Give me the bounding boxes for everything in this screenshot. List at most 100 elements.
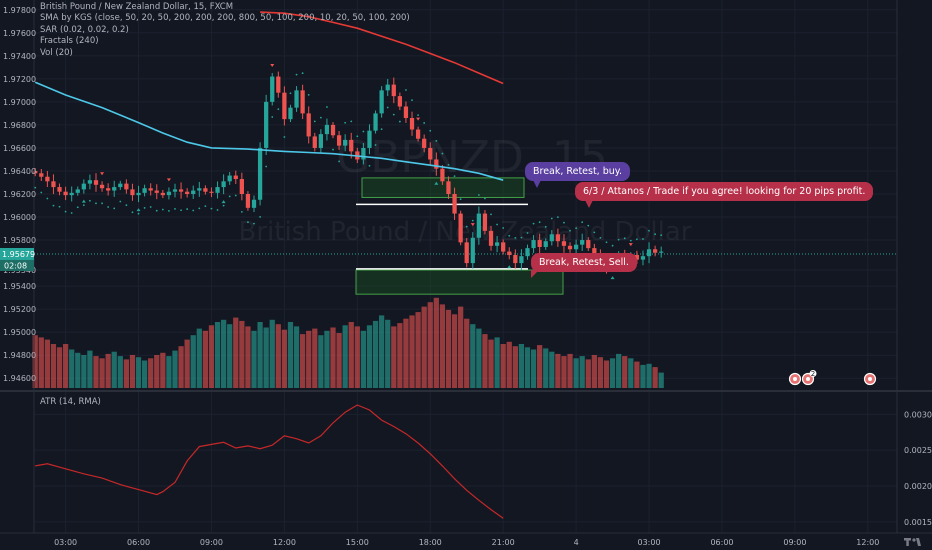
candle-body <box>185 191 190 194</box>
volume-bar <box>512 346 518 388</box>
sar-dot <box>605 241 608 244</box>
candle-body <box>361 147 366 160</box>
candle-body <box>93 180 99 185</box>
economic-event-dot <box>806 377 810 381</box>
fractal-down-marker <box>81 199 86 203</box>
sar-dot <box>271 116 274 118</box>
volume-bar <box>451 314 458 388</box>
sar-dots <box>34 72 663 247</box>
volume-bar <box>482 334 488 388</box>
volume-bar <box>403 318 409 388</box>
candle-body <box>118 183 123 188</box>
sar-dot <box>265 165 268 168</box>
candle-body <box>57 187 62 192</box>
candle-body <box>573 244 579 250</box>
fractal-down-marker <box>434 181 439 185</box>
candle-body <box>409 118 415 130</box>
fractals <box>81 63 633 280</box>
atr-line <box>35 404 504 519</box>
candle-body <box>482 213 488 231</box>
atr-legend[interactable]: ATR (14, RMA) <box>40 397 101 407</box>
sar-dot <box>113 207 116 210</box>
event-markers[interactable] <box>788 370 877 386</box>
candle-body <box>379 90 384 114</box>
callout-buy-text: Break, Retest, buy. <box>533 166 623 177</box>
volume-bar <box>275 324 281 388</box>
volume-bar <box>579 356 585 388</box>
sar-dot <box>471 219 474 222</box>
callout-buy[interactable]: Break, Retest, buy. <box>525 162 631 188</box>
sar-dot <box>155 209 158 212</box>
legend-vol[interactable]: Vol (20) <box>40 47 73 58</box>
candle-body <box>87 180 93 184</box>
legend-sar[interactable]: SAR (0.02, 0.02, 0.2) <box>40 24 129 35</box>
candle-body <box>434 159 439 169</box>
callout-note[interactable]: 6/3 / Attanos / Trade if you agree! look… <box>575 182 874 208</box>
volume-bar <box>172 350 178 388</box>
volume-bar <box>312 328 318 388</box>
price-axis-label: 1.96800 <box>3 121 36 130</box>
candle-body <box>646 249 652 257</box>
sar-dot <box>332 148 334 151</box>
volume-bar <box>640 364 646 388</box>
fractal-up-marker <box>166 178 171 182</box>
candle-body <box>45 176 50 182</box>
volume-bar <box>87 350 93 388</box>
candle-body <box>172 189 178 192</box>
price-axis-label: 1.97600 <box>3 29 36 38</box>
candle-body <box>203 188 208 192</box>
candle-body <box>349 139 354 152</box>
volume-bar <box>81 355 87 388</box>
volume-bar <box>178 346 184 388</box>
grid <box>34 0 897 533</box>
time-axis-label: 18:00 <box>419 538 442 547</box>
sar-dot <box>538 221 541 224</box>
volume-bar <box>458 306 464 388</box>
candle-body <box>567 245 573 250</box>
volume-bar <box>32 335 38 388</box>
sar-dot <box>137 212 140 215</box>
sar-dot <box>453 175 456 178</box>
volume-bar <box>470 324 476 388</box>
time-axis-label: 09:00 <box>783 538 806 547</box>
legend-fractals[interactable]: Fractals (240) <box>40 36 99 47</box>
sar-dot <box>356 135 359 138</box>
volume-bar <box>506 341 512 388</box>
price-axis-label: 1.96400 <box>3 167 36 176</box>
volume-bar <box>342 325 348 388</box>
sar-dot <box>502 227 505 229</box>
sma-line <box>34 81 504 181</box>
sar-dot <box>95 202 97 205</box>
sar-dot <box>70 212 73 214</box>
callout-sell[interactable]: Break, Retest, Sell. <box>531 253 637 278</box>
volume-bar <box>141 360 148 388</box>
sar-dot <box>617 238 620 241</box>
time-axis-label: 03:00 <box>54 538 77 547</box>
sar-dot <box>642 238 644 240</box>
event-badge: 2 <box>811 370 815 378</box>
sar-dot <box>581 221 584 224</box>
fractal-up-marker <box>100 172 105 176</box>
sar-dot <box>593 231 596 234</box>
current-price-tag <box>0 247 34 260</box>
fractal-down-marker <box>221 200 226 204</box>
tradingview-logo-icon[interactable] <box>904 536 924 548</box>
candle-body <box>537 240 542 247</box>
volume-bar <box>543 348 549 388</box>
sar-dot <box>168 210 170 212</box>
fractal-up-marker <box>470 223 475 227</box>
fractal-down-marker <box>136 208 141 212</box>
sar-dot <box>228 195 231 198</box>
volume-bar <box>257 322 263 388</box>
volume-bar <box>154 355 160 388</box>
time-axis-label: 09:00 <box>200 538 223 547</box>
volume-bar <box>379 315 385 388</box>
candle-body <box>476 213 481 238</box>
price-axis-label: 1.97200 <box>3 75 36 84</box>
sar-dot <box>161 208 164 211</box>
candle-body <box>124 183 129 190</box>
legend-sma[interactable]: SMA by KGS (close, 50, 20, 50, 200, 200,… <box>40 13 410 24</box>
